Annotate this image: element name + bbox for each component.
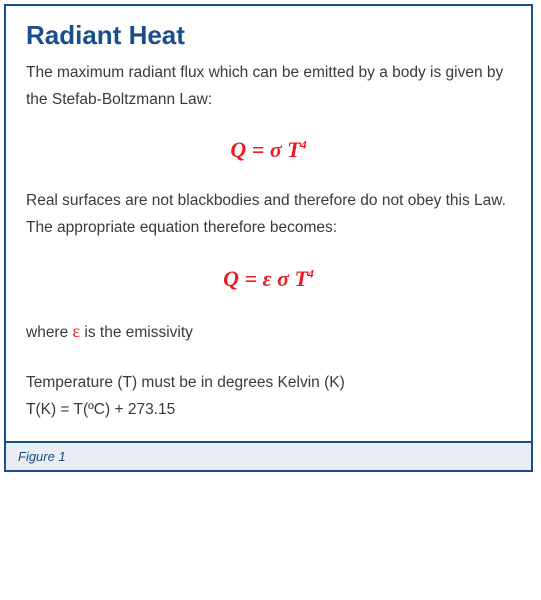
intro-paragraph: The maximum radiant flux which can be em…	[26, 59, 511, 113]
paragraph-2b: The appropriate equation therefore becom…	[26, 214, 511, 241]
figure-title: Radiant Heat	[26, 20, 511, 51]
eq2-T: T	[294, 266, 307, 291]
eq1-exp: 4	[301, 138, 307, 152]
eq2-sigma: σ	[277, 266, 289, 291]
eq1-sigma: σ	[270, 137, 282, 162]
figure-content: Radiant Heat The maximum radiant flux wh…	[6, 6, 531, 441]
eq1-equals: =	[246, 137, 270, 162]
eq1-T: T	[287, 137, 300, 162]
eq2-exp: 4	[308, 266, 314, 280]
p3b: is the emissivity	[80, 324, 193, 341]
equation-2: Q = ε σ T4	[26, 266, 511, 292]
equation-1: Q = σ T4	[26, 137, 511, 163]
paragraph-2a: Real surfaces are not blackbodies and th…	[26, 187, 511, 214]
eq2-eps: ε	[263, 266, 272, 291]
p3a: where	[26, 324, 73, 341]
eq2-Q: Q	[223, 266, 239, 291]
figure-caption: Figure 1	[6, 441, 531, 470]
paragraph-4: Temperature (T) must be in degrees Kelvi…	[26, 369, 511, 396]
eq1-Q: Q	[230, 137, 246, 162]
paragraph-3: where ε is the emissivity	[26, 316, 511, 348]
epsilon-inline: ε	[73, 321, 81, 341]
figure-box: Radiant Heat The maximum radiant flux wh…	[4, 4, 533, 472]
paragraph-5: T(K) = T(ºC) + 273.15	[26, 396, 511, 423]
eq2-equals: =	[239, 266, 263, 291]
